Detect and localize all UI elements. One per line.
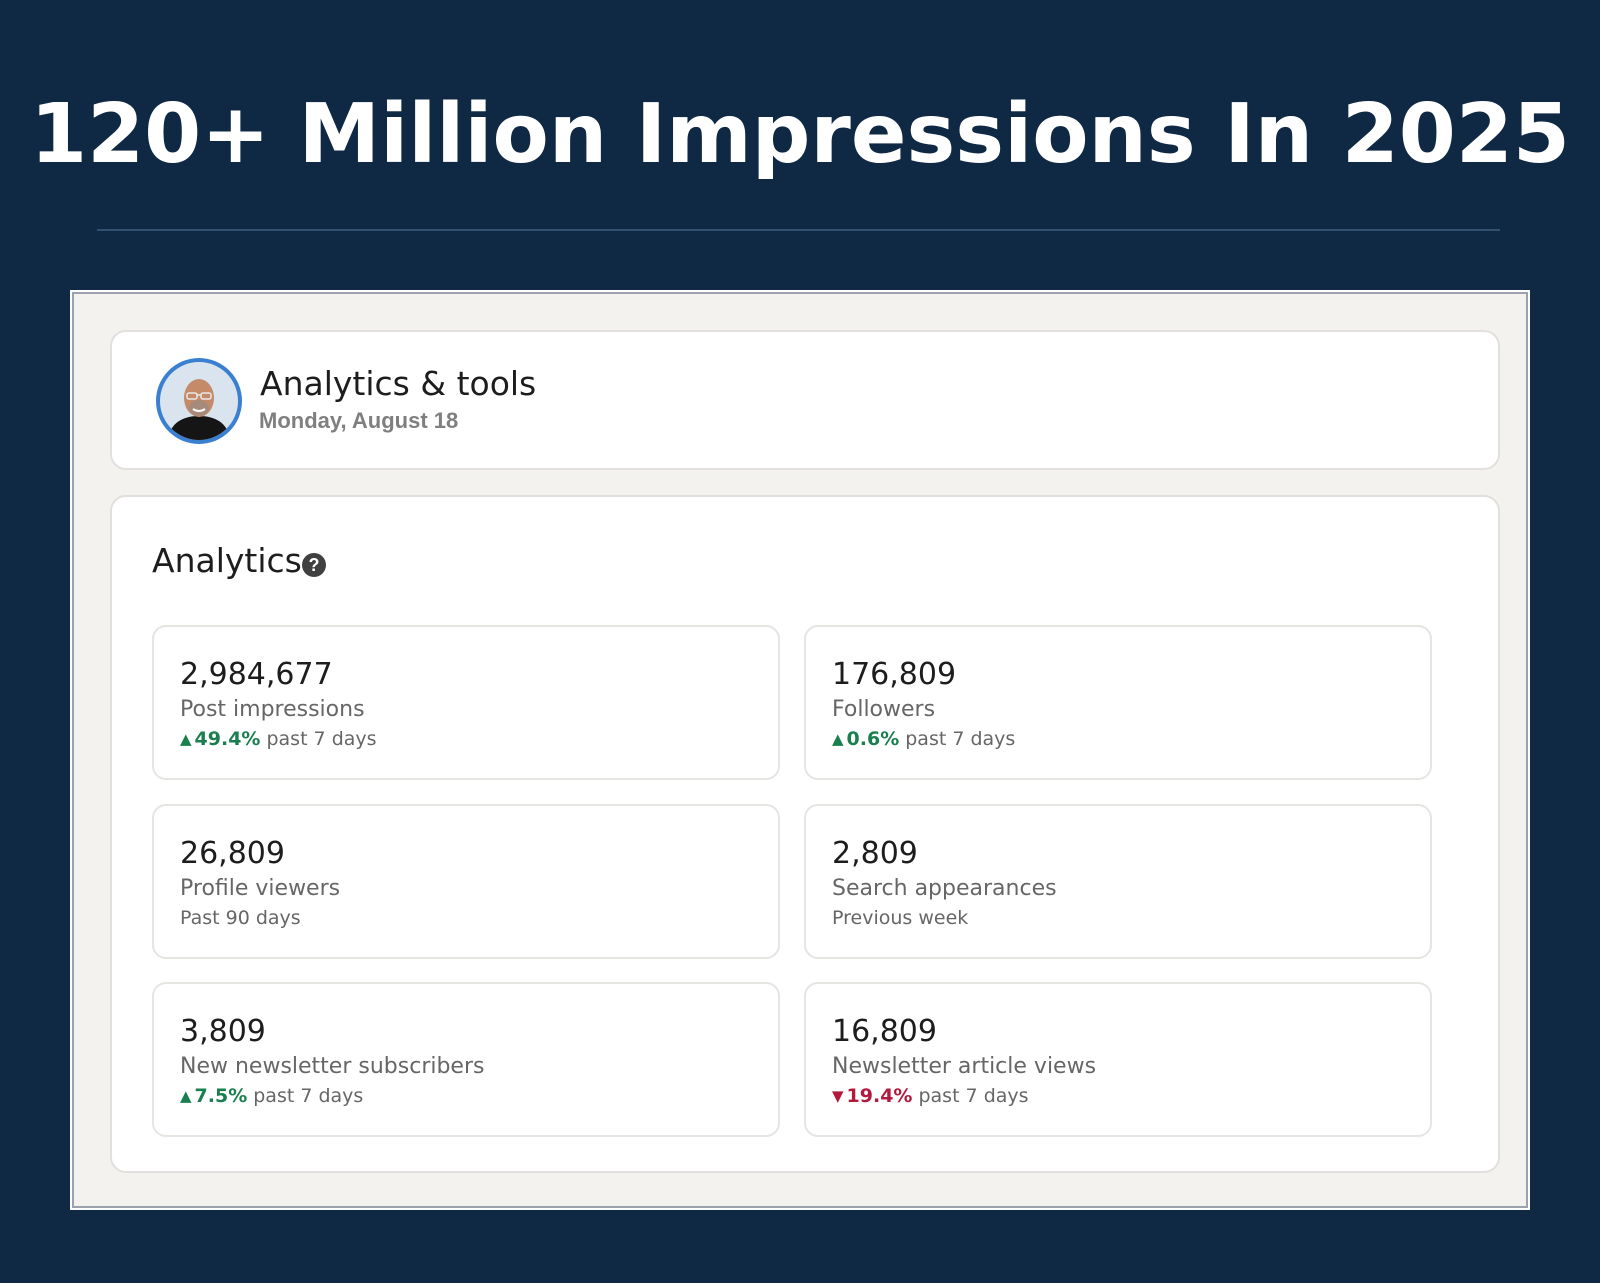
triangle-up-icon: ▲ <box>180 730 192 748</box>
triangle-up-icon: ▲ <box>832 730 844 748</box>
metric-label: Newsletter article views <box>832 1054 1097 1079</box>
metric-label: Followers <box>832 697 936 722</box>
header-card: Analytics & tools Monday, August 18 <box>110 330 1500 470</box>
metric-trend: ▲ 7.5% past 7 days <box>180 1085 363 1107</box>
metric-label: New newsletter subscribers <box>180 1054 485 1079</box>
headline: 120+ Million Impressions In 2025 <box>30 87 1570 182</box>
metric-trend: ▲ 49.4% past 7 days <box>180 728 377 750</box>
help-icon[interactable]: ? <box>302 553 326 577</box>
metric-label: Profile viewers <box>180 876 341 901</box>
triangle-up-icon: ▲ <box>180 1087 192 1105</box>
divider <box>97 229 1500 231</box>
metric-value: 2,809 <box>832 836 918 871</box>
metric-change: 49.4% <box>194 728 261 750</box>
metric-value: 16,809 <box>832 1014 937 1049</box>
metric-post-impressions[interactable]: 2,984,677 Post impressions ▲ 49.4% past 7 … <box>152 625 780 780</box>
screenshot-frame: Analytics & tools Monday, August 18 Anal… <box>70 290 1530 1210</box>
metric-period: Past 90 days <box>180 907 301 929</box>
metric-change: 0.6% <box>846 728 900 750</box>
metric-value: 2,984,677 <box>180 657 333 692</box>
avatar-portrait-icon <box>160 362 238 440</box>
metric-followers[interactable]: 176,809 Followers ▲ 0.6% past 7 days <box>804 625 1432 780</box>
metric-value: 176,809 <box>832 657 957 692</box>
metric-period: past 7 days <box>266 728 377 750</box>
analytics-heading: Analytics <box>152 541 302 580</box>
metric-label: Post impressions <box>180 697 365 722</box>
metric-newsletter-article-views[interactable]: 16,809 Newsletter article views ▼ 19.4% pa… <box>804 982 1432 1137</box>
metric-change: 7.5% <box>194 1085 248 1107</box>
page-title: Analytics & tools <box>260 364 537 403</box>
metric-trend: ▼ 19.4% past 7 days <box>832 1085 1029 1107</box>
metric-period: past 7 days <box>905 728 1016 750</box>
avatar[interactable] <box>156 358 242 444</box>
metric-trend: ▲ 0.6% past 7 days <box>832 728 1015 750</box>
metric-period: past 7 days <box>918 1085 1029 1107</box>
metric-value: 3,809 <box>180 1014 266 1049</box>
metric-newsletter-subscribers[interactable]: 3,809 New newsletter subscribers ▲ 7.5% pa… <box>152 982 780 1137</box>
metric-period: past 7 days <box>253 1085 364 1107</box>
analytics-card: Analytics ? 2,984,677 Post impressions ▲… <box>110 495 1500 1173</box>
triangle-down-icon: ▼ <box>832 1087 844 1105</box>
page-date: Monday, August 18 <box>259 408 459 433</box>
metric-period: Previous week <box>832 907 969 929</box>
metric-value: 26,809 <box>180 836 285 871</box>
metric-change: 19.4% <box>846 1085 913 1107</box>
metric-search-appearances[interactable]: 2,809 Search appearances Previous week <box>804 804 1432 959</box>
metric-label: Search appearances <box>832 876 1057 901</box>
metric-profile-viewers[interactable]: 26,809 Profile viewers Past 90 days <box>152 804 780 959</box>
